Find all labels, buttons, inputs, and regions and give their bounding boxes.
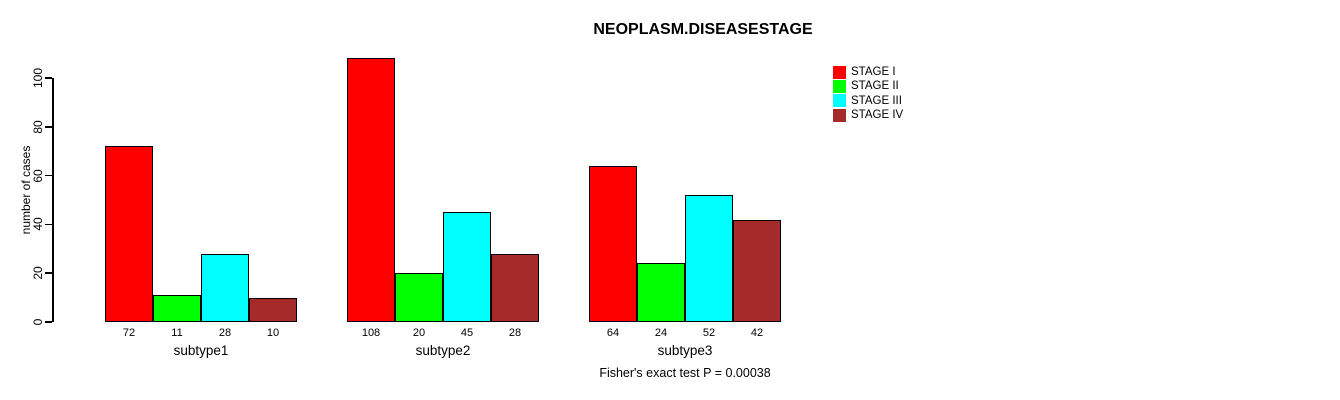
group-label-subtype1: subtype1 xyxy=(173,343,229,358)
y-axis-tick-label: 60 xyxy=(31,168,45,183)
bar-value-label: 52 xyxy=(702,327,716,339)
y-axis-tick-label: 20 xyxy=(31,266,45,280)
group-label-subtype2: subtype2 xyxy=(415,343,471,358)
legend-row: STAGE III xyxy=(833,94,903,108)
legend: STAGE I STAGE II STAGE III STAGE IV xyxy=(833,65,903,122)
legend-swatch xyxy=(833,65,846,79)
legend-row: STAGE II xyxy=(833,79,903,93)
bar-stage-i-subtype2 xyxy=(347,58,395,322)
bar-stage-i-subtype3 xyxy=(589,165,637,322)
legend-label: STAGE III xyxy=(851,94,902,107)
bar-value-label: 28 xyxy=(508,327,522,339)
bar-value-label: 20 xyxy=(412,327,426,339)
y-axis-tick xyxy=(45,77,52,79)
bar-stage-ii-subtype2 xyxy=(395,273,443,322)
bar-value-label: 108 xyxy=(361,327,381,339)
legend-label: STAGE IV xyxy=(851,109,904,122)
bar-stage-iii-subtype3 xyxy=(685,195,733,322)
group-label-subtype3: subtype3 xyxy=(657,343,713,358)
y-axis-tick-label: 0 xyxy=(31,318,45,326)
bar-stage-ii-subtype3 xyxy=(637,263,685,322)
fisher-test-annotation: Fisher's exact test P = 0.00038 xyxy=(599,366,771,380)
bar-value-label: 64 xyxy=(606,327,620,339)
y-axis-line xyxy=(52,78,54,322)
bar-value-label: 72 xyxy=(122,327,136,339)
bar-stage-ii-subtype1 xyxy=(153,295,201,322)
bar-stage-iv-subtype1 xyxy=(249,297,297,322)
legend-swatch xyxy=(833,108,846,122)
bar-stage-i-subtype1 xyxy=(105,146,153,322)
y-axis-tick xyxy=(45,174,52,177)
bar-value-label: 45 xyxy=(460,327,474,339)
chart-title: NEOPLASM.DISEASESTAGE xyxy=(593,21,813,38)
legend-label: STAGE I xyxy=(851,66,896,79)
bar-stage-iii-subtype1 xyxy=(201,253,249,322)
y-axis-tick xyxy=(45,272,52,274)
bar-value-label: 11 xyxy=(171,327,183,339)
y-axis-tick-label: 80 xyxy=(31,120,45,134)
bar-value-label: 24 xyxy=(654,327,668,339)
bar-value-label: 28 xyxy=(218,327,232,339)
legend-swatch xyxy=(833,79,846,93)
legend-swatch xyxy=(833,94,846,108)
bar-stage-iv-subtype2 xyxy=(491,253,539,322)
bar-stage-iii-subtype2 xyxy=(443,212,491,322)
bar-value-label: 10 xyxy=(266,327,280,339)
y-axis-tick-label: 40 xyxy=(31,217,45,232)
legend-row: STAGE IV xyxy=(833,108,903,122)
legend-label: STAGE II xyxy=(851,80,899,93)
y-axis-tick-label: 100 xyxy=(31,67,45,89)
y-axis-tick xyxy=(45,321,52,323)
y-axis-tick xyxy=(45,126,52,128)
legend-row: STAGE I xyxy=(833,65,903,79)
bar-stage-iv-subtype3 xyxy=(733,219,781,322)
y-axis-tick xyxy=(45,223,52,226)
bar-value-label: 42 xyxy=(750,327,764,339)
